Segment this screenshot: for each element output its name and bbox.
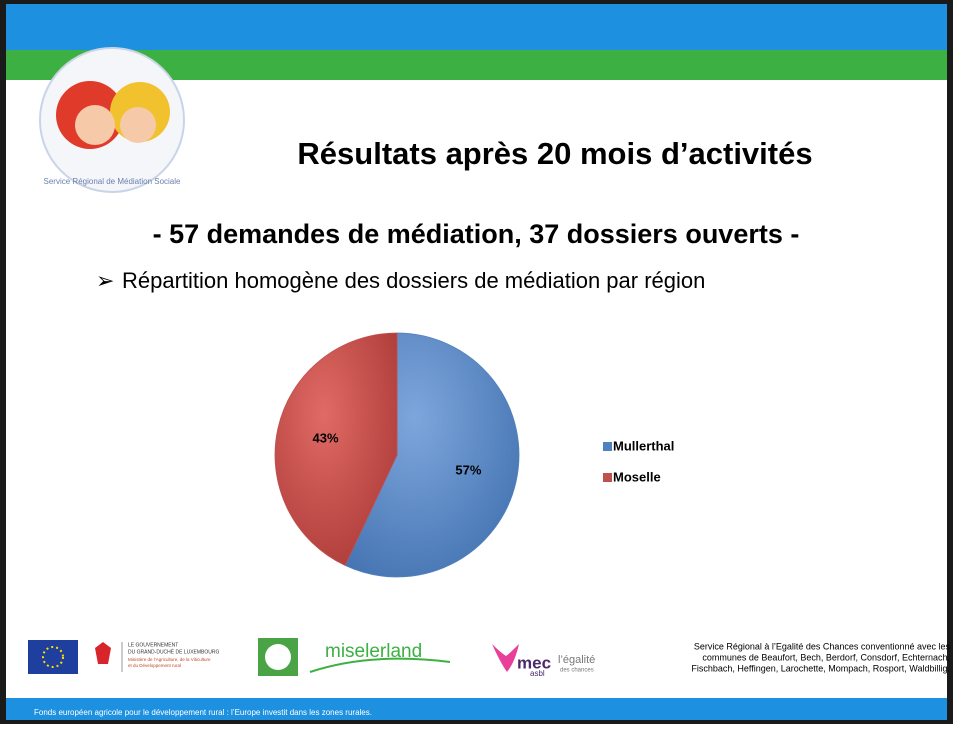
gov-line: et du Développement rural bbox=[128, 663, 181, 668]
pie-chart: 57% 43% Mullerthal Moselle bbox=[274, 332, 674, 578]
legend-swatch bbox=[603, 473, 612, 482]
pie-slice bbox=[344, 332, 520, 578]
legend-label: Moselle bbox=[613, 469, 661, 484]
top-bar bbox=[6, 4, 947, 50]
bottom-bar bbox=[6, 698, 947, 720]
legend-label: Mullerthal bbox=[613, 438, 674, 453]
data-label: 43% bbox=[313, 430, 339, 445]
gov-line: LE GOUVERNEMENT bbox=[128, 642, 178, 648]
bullet-marker: ➢ bbox=[96, 268, 114, 293]
footer-note: communes de Beaufort, Bech, Berdorf, Con… bbox=[702, 652, 950, 662]
data-label: 57% bbox=[455, 462, 481, 477]
slide-title: Résultats après 20 mois d’activités bbox=[297, 136, 812, 171]
subtitle: - 57 demandes de médiation, 37 dossiers … bbox=[153, 219, 800, 249]
egalite-logo: l’égalité bbox=[558, 654, 595, 666]
egalite-sub: des chances bbox=[560, 668, 594, 674]
gov-line: DU GRAND-DUCHÉ DE LUXEMBOURG bbox=[128, 648, 220, 655]
sponsor-logos: LE GOUVERNEMENT DU GRAND-DUCHÉ DE LUXEMB… bbox=[28, 638, 595, 678]
pie-slice bbox=[274, 332, 398, 566]
legend-swatch bbox=[603, 442, 612, 451]
green-bar-left bbox=[6, 50, 48, 80]
bullet-text: Répartition homogène des dossiers de méd… bbox=[122, 268, 705, 293]
footer-note: Service Régional à l’Egalité des Chances… bbox=[694, 641, 951, 651]
mec-sub: asbl bbox=[530, 669, 545, 678]
gov-line: Ministère de l’Agriculture, de la Viticu… bbox=[128, 657, 211, 662]
logo: Service Régional de Médiation Sociale bbox=[39, 47, 185, 193]
mec-logo: mec bbox=[517, 653, 551, 672]
green-bar bbox=[48, 50, 947, 80]
logo-text: Service Régional de Médiation Sociale bbox=[44, 177, 182, 186]
footer-note: Fischbach, Heffingen, Larochette, Mompac… bbox=[691, 663, 950, 673]
miselerland-logo: miselerland bbox=[325, 641, 422, 662]
footer: Fonds européen agricole pour le développ… bbox=[34, 708, 372, 717]
